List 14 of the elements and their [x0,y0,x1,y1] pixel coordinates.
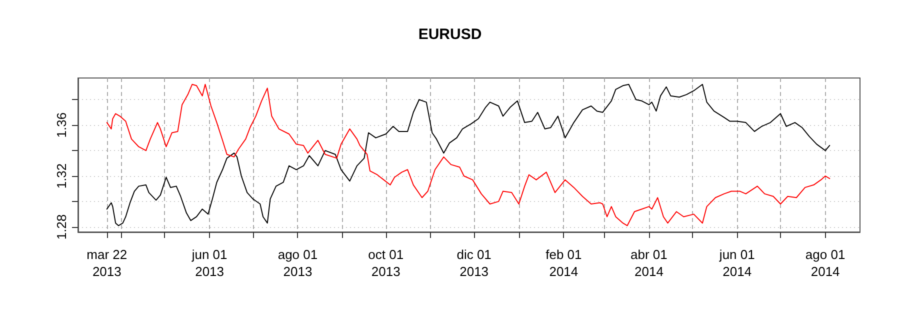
x-tick-label: ago 01 2014 [805,247,846,279]
x-tick-label: mar 22 2013 [86,247,128,279]
y-tick-label: 1.32 [54,163,69,189]
x-tick-label: ago 01 2013 [278,247,318,279]
line-series [106,84,830,226]
chart-title: EURUSD [418,26,482,43]
x-tick-label: jun 01 2013 [190,247,228,279]
x-tick-label: feb 01 2014 [546,247,582,279]
y-tick-label: 1.36 [54,112,69,138]
x-tick-label: abr 01 2014 [630,247,668,279]
x-tick-label: jun 01 2014 [718,247,755,279]
y-tick-label: 1.28 [54,214,69,240]
x-tick-label: oct 01 2013 [368,247,404,279]
x-tick-label: dic 01 2013 [456,247,492,279]
